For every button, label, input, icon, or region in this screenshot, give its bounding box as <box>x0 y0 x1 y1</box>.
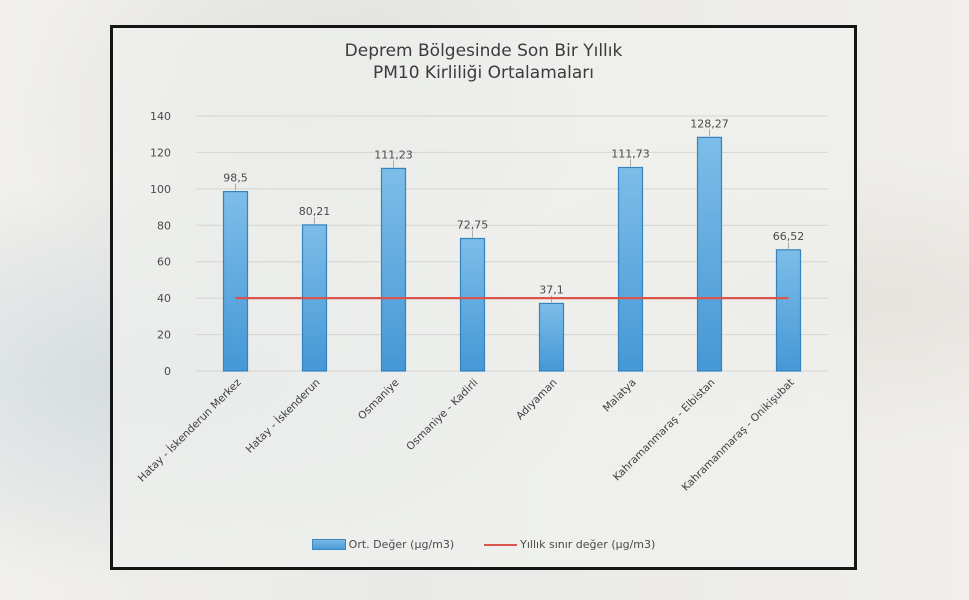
x-category-label: Hatay - İskenderun <box>243 376 323 456</box>
x-category-label: Malatya <box>601 377 639 415</box>
bar-value-label: 37,1 <box>539 283 564 296</box>
chart-frame: Deprem Bölgesinde Son Bir Yıllık PM10 Ki… <box>110 25 857 570</box>
bar-value-label: 72,75 <box>457 218 489 231</box>
legend-average-label: Ort. Değer (µg/m3) <box>348 538 455 551</box>
chart-legend: Ort. Değer (µg/m3) Yıllık sınır değer (µ… <box>113 538 854 551</box>
legend-limit-label: Yıllık sınır değer (µg/m3) <box>520 538 656 551</box>
bar <box>222 190 249 372</box>
bar-value-label: 98,5 <box>223 172 248 185</box>
y-tick-label: 40 <box>157 292 171 305</box>
bar <box>617 166 644 372</box>
y-tick-label: 60 <box>157 256 171 269</box>
y-tick-label: 20 <box>157 329 171 342</box>
bar-chart-plot: 0 20 40 60 80 100 120 140 98,5 80,21 111,23 72,75 37… <box>135 110 828 494</box>
chart-title: Deprem Bölgesinde Son Bir Yıllık PM10 Ki… <box>113 40 854 84</box>
bar <box>538 302 565 372</box>
bar-value-label: 66,52 <box>773 230 805 243</box>
y-tick-label: 100 <box>150 183 171 196</box>
bar-value-label: 80,21 <box>299 205 331 218</box>
bar <box>380 167 407 372</box>
bar-value-label: 128,27 <box>690 117 729 130</box>
y-tick-label: 0 <box>164 365 171 378</box>
y-tick-label: 80 <box>157 219 171 232</box>
chart-title-line-2: PM10 Kirliliği Ortalamaları <box>372 63 595 83</box>
bar-value-label: 111,73 <box>611 147 650 160</box>
x-category-label: Osmaniye - Kadirli <box>404 377 480 453</box>
x-category-label: Hatay - İskenderun Merkez <box>135 376 244 485</box>
bar <box>459 237 486 372</box>
legend-item-limit: Yıllık sınır değer (µg/m3) <box>484 538 655 551</box>
bar <box>696 136 723 372</box>
x-category-label: Adıyaman <box>514 377 560 423</box>
chart-title-line-1: Deprem Bölgesinde Son Bir Yıllık <box>344 41 623 61</box>
bar <box>775 249 802 372</box>
legend-item-average: Ort. Değer (µg/m3) <box>311 538 455 551</box>
line-swatch-icon <box>484 543 518 546</box>
y-tick-label: 120 <box>150 146 171 159</box>
y-tick-label: 140 <box>150 110 171 123</box>
x-category-label: Osmaniye <box>356 377 402 423</box>
bar-swatch-icon <box>311 539 346 550</box>
bar-value-label: 111,23 <box>374 148 413 161</box>
